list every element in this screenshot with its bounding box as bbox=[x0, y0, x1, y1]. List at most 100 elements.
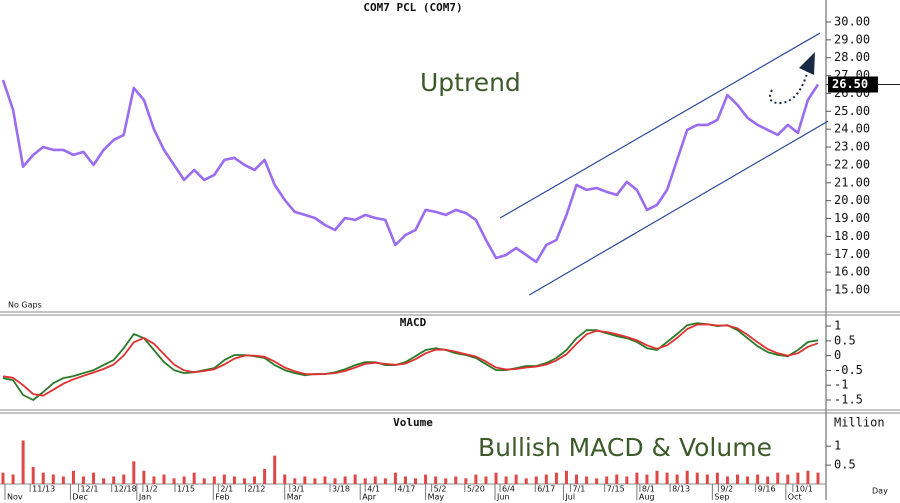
bar bbox=[524, 478, 528, 484]
bar bbox=[132, 461, 136, 484]
bar bbox=[494, 472, 498, 484]
bar bbox=[61, 476, 65, 484]
x-month-label: Oct bbox=[788, 493, 802, 502]
x-tick-label: 8/13 bbox=[672, 485, 690, 494]
bar bbox=[293, 478, 297, 484]
bar bbox=[393, 472, 397, 484]
bar bbox=[806, 470, 810, 484]
x-tick-label: 8/1 bbox=[642, 485, 655, 494]
bar bbox=[92, 472, 96, 484]
y-tick-label: 17.00 bbox=[834, 247, 870, 261]
bar bbox=[675, 474, 679, 484]
x-tick-label: 7/15 bbox=[607, 485, 625, 494]
pane-title: Volume bbox=[393, 416, 433, 429]
y-tick-label: 18.00 bbox=[834, 229, 870, 243]
y-tick-label: 30.00 bbox=[834, 14, 870, 28]
arrow bbox=[769, 69, 809, 105]
bar bbox=[21, 440, 25, 484]
y-tick-label: -1.5 bbox=[834, 393, 863, 407]
x-tick-label: 12/1 bbox=[80, 485, 98, 494]
bar bbox=[102, 478, 106, 484]
x-tick-label: 5/2 bbox=[434, 485, 447, 494]
x-month-label: Sep bbox=[714, 493, 729, 502]
bar bbox=[162, 474, 166, 484]
annotation: Bullish MACD & Volume bbox=[478, 433, 772, 462]
annotation: Uptrend bbox=[420, 68, 521, 97]
x-tick-label: 3/1 bbox=[292, 485, 305, 494]
bar bbox=[736, 474, 740, 484]
line bbox=[2, 323, 819, 397]
bar bbox=[152, 476, 156, 484]
y-tick-label: 1 bbox=[834, 319, 841, 333]
bar bbox=[504, 476, 508, 484]
axis-label: Million bbox=[834, 416, 885, 430]
bar bbox=[353, 474, 357, 484]
x-month-label: Apr bbox=[362, 493, 377, 502]
y-tick-label: 19.00 bbox=[834, 211, 870, 225]
y-tick-label: 23.00 bbox=[834, 140, 870, 154]
x-tick-label: 11/13 bbox=[32, 485, 55, 494]
bar bbox=[333, 478, 337, 484]
x-tick-label: 7/1 bbox=[572, 485, 585, 494]
annotation: No Gaps bbox=[8, 301, 42, 310]
bar bbox=[766, 476, 770, 484]
bar bbox=[1, 472, 5, 484]
bar bbox=[514, 474, 518, 484]
bar bbox=[655, 470, 659, 484]
bar bbox=[41, 472, 45, 484]
trend-channel bbox=[499, 32, 821, 219]
x-month-label: Mar bbox=[287, 493, 303, 502]
bar bbox=[273, 455, 277, 484]
y-tick-label: 0.5 bbox=[834, 458, 856, 472]
bar bbox=[303, 476, 307, 484]
bar bbox=[192, 472, 196, 484]
bar bbox=[705, 474, 709, 484]
bar bbox=[544, 474, 548, 484]
x-month-label: Jan bbox=[138, 493, 151, 502]
x-month-label: Feb bbox=[215, 493, 229, 502]
x-tick-label: 12/18 bbox=[114, 485, 137, 494]
bar bbox=[454, 476, 458, 484]
bar bbox=[414, 478, 418, 484]
bar bbox=[715, 472, 719, 484]
bar bbox=[444, 478, 448, 484]
x-tick-label: 5/20 bbox=[467, 485, 485, 494]
pane-title: MACD bbox=[400, 316, 427, 329]
chart-title: COM7 PCL (COM7) bbox=[363, 1, 462, 14]
x-month-label: Jun bbox=[496, 493, 510, 502]
bar bbox=[71, 470, 75, 484]
y-tick-label: 28.00 bbox=[834, 50, 870, 64]
bar bbox=[263, 468, 267, 484]
last-price-label: 26.50 bbox=[832, 77, 868, 91]
bar bbox=[464, 478, 468, 484]
bar bbox=[343, 476, 347, 484]
bar bbox=[534, 476, 538, 484]
bar bbox=[51, 474, 55, 484]
bar bbox=[313, 478, 317, 484]
bar bbox=[424, 474, 428, 484]
x-tick-label: 6/4 bbox=[502, 485, 515, 494]
bar bbox=[363, 478, 367, 484]
x-tick-label: 2/1 bbox=[220, 485, 233, 494]
bar bbox=[323, 476, 327, 484]
y-tick-label: 21.00 bbox=[834, 175, 870, 189]
bar bbox=[434, 476, 438, 484]
line bbox=[1, 79, 820, 264]
last-price-box bbox=[828, 76, 878, 93]
bar bbox=[746, 476, 750, 484]
axis-label: Day bbox=[872, 487, 888, 496]
x-tick-label: 10/1 bbox=[795, 485, 813, 494]
bar bbox=[11, 474, 15, 484]
x-month-label: May bbox=[428, 493, 445, 502]
bar bbox=[625, 476, 629, 484]
bar bbox=[645, 474, 649, 484]
bar bbox=[232, 476, 236, 484]
x-month-label: Jul bbox=[564, 493, 575, 502]
bar bbox=[786, 474, 790, 484]
bar bbox=[665, 472, 669, 484]
bar bbox=[484, 476, 488, 484]
x-tick-label: 1/2 bbox=[145, 485, 158, 494]
bar bbox=[122, 474, 126, 484]
